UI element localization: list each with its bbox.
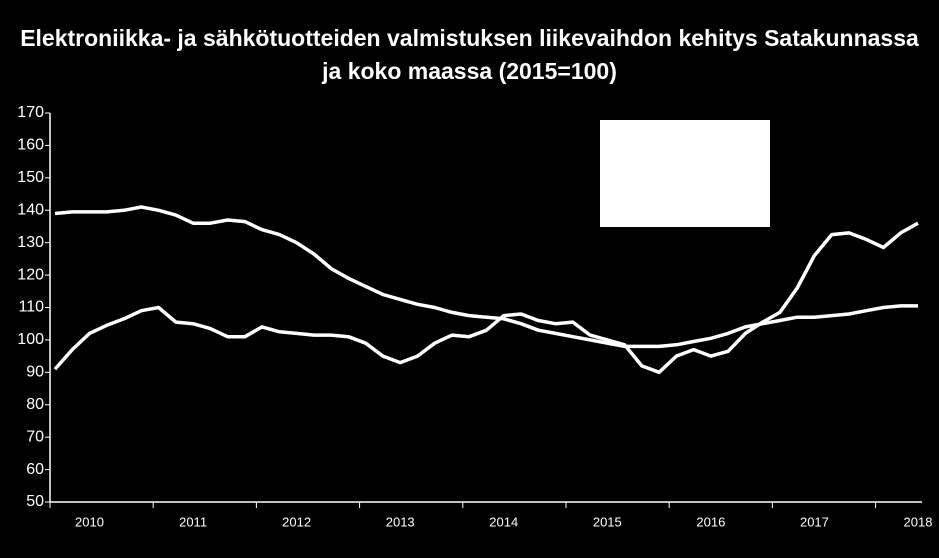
y-tick-label: 70: [26, 428, 44, 445]
y-tick-label: 60: [26, 461, 44, 478]
x-tick-label: 2012: [282, 514, 311, 529]
y-tick-label: 160: [17, 137, 44, 154]
y-tick-label: 100: [17, 331, 44, 348]
y-tick-label: 80: [26, 396, 44, 413]
y-tick-label: 140: [17, 201, 44, 218]
line-series: [53, 221, 919, 375]
x-tick-label: 2016: [696, 514, 725, 529]
x-tick-label: 2011: [179, 514, 207, 529]
y-tick-label: 170: [17, 104, 44, 121]
y-tick-label: 90: [26, 364, 44, 381]
chart-title: Elektroniikka- ja sähkötuotteiden valmis…: [20, 25, 919, 84]
y-tick-label: 110: [18, 299, 44, 316]
x-tick-label: 2014: [489, 514, 518, 529]
y-tick-label: 120: [17, 266, 44, 283]
x-tick-label: 2018: [904, 514, 933, 529]
x-tick-label: 2013: [386, 514, 415, 529]
x-tick-label: 2017: [800, 514, 829, 529]
y-tick-label: 150: [17, 169, 44, 186]
legend-box: [600, 120, 770, 227]
x-tick-label: 2015: [593, 514, 622, 529]
y-tick-label: 130: [17, 234, 44, 251]
x-tick-label: 2010: [75, 514, 104, 529]
line-series: [54, 205, 918, 349]
y-tick-label: 50: [26, 493, 44, 510]
